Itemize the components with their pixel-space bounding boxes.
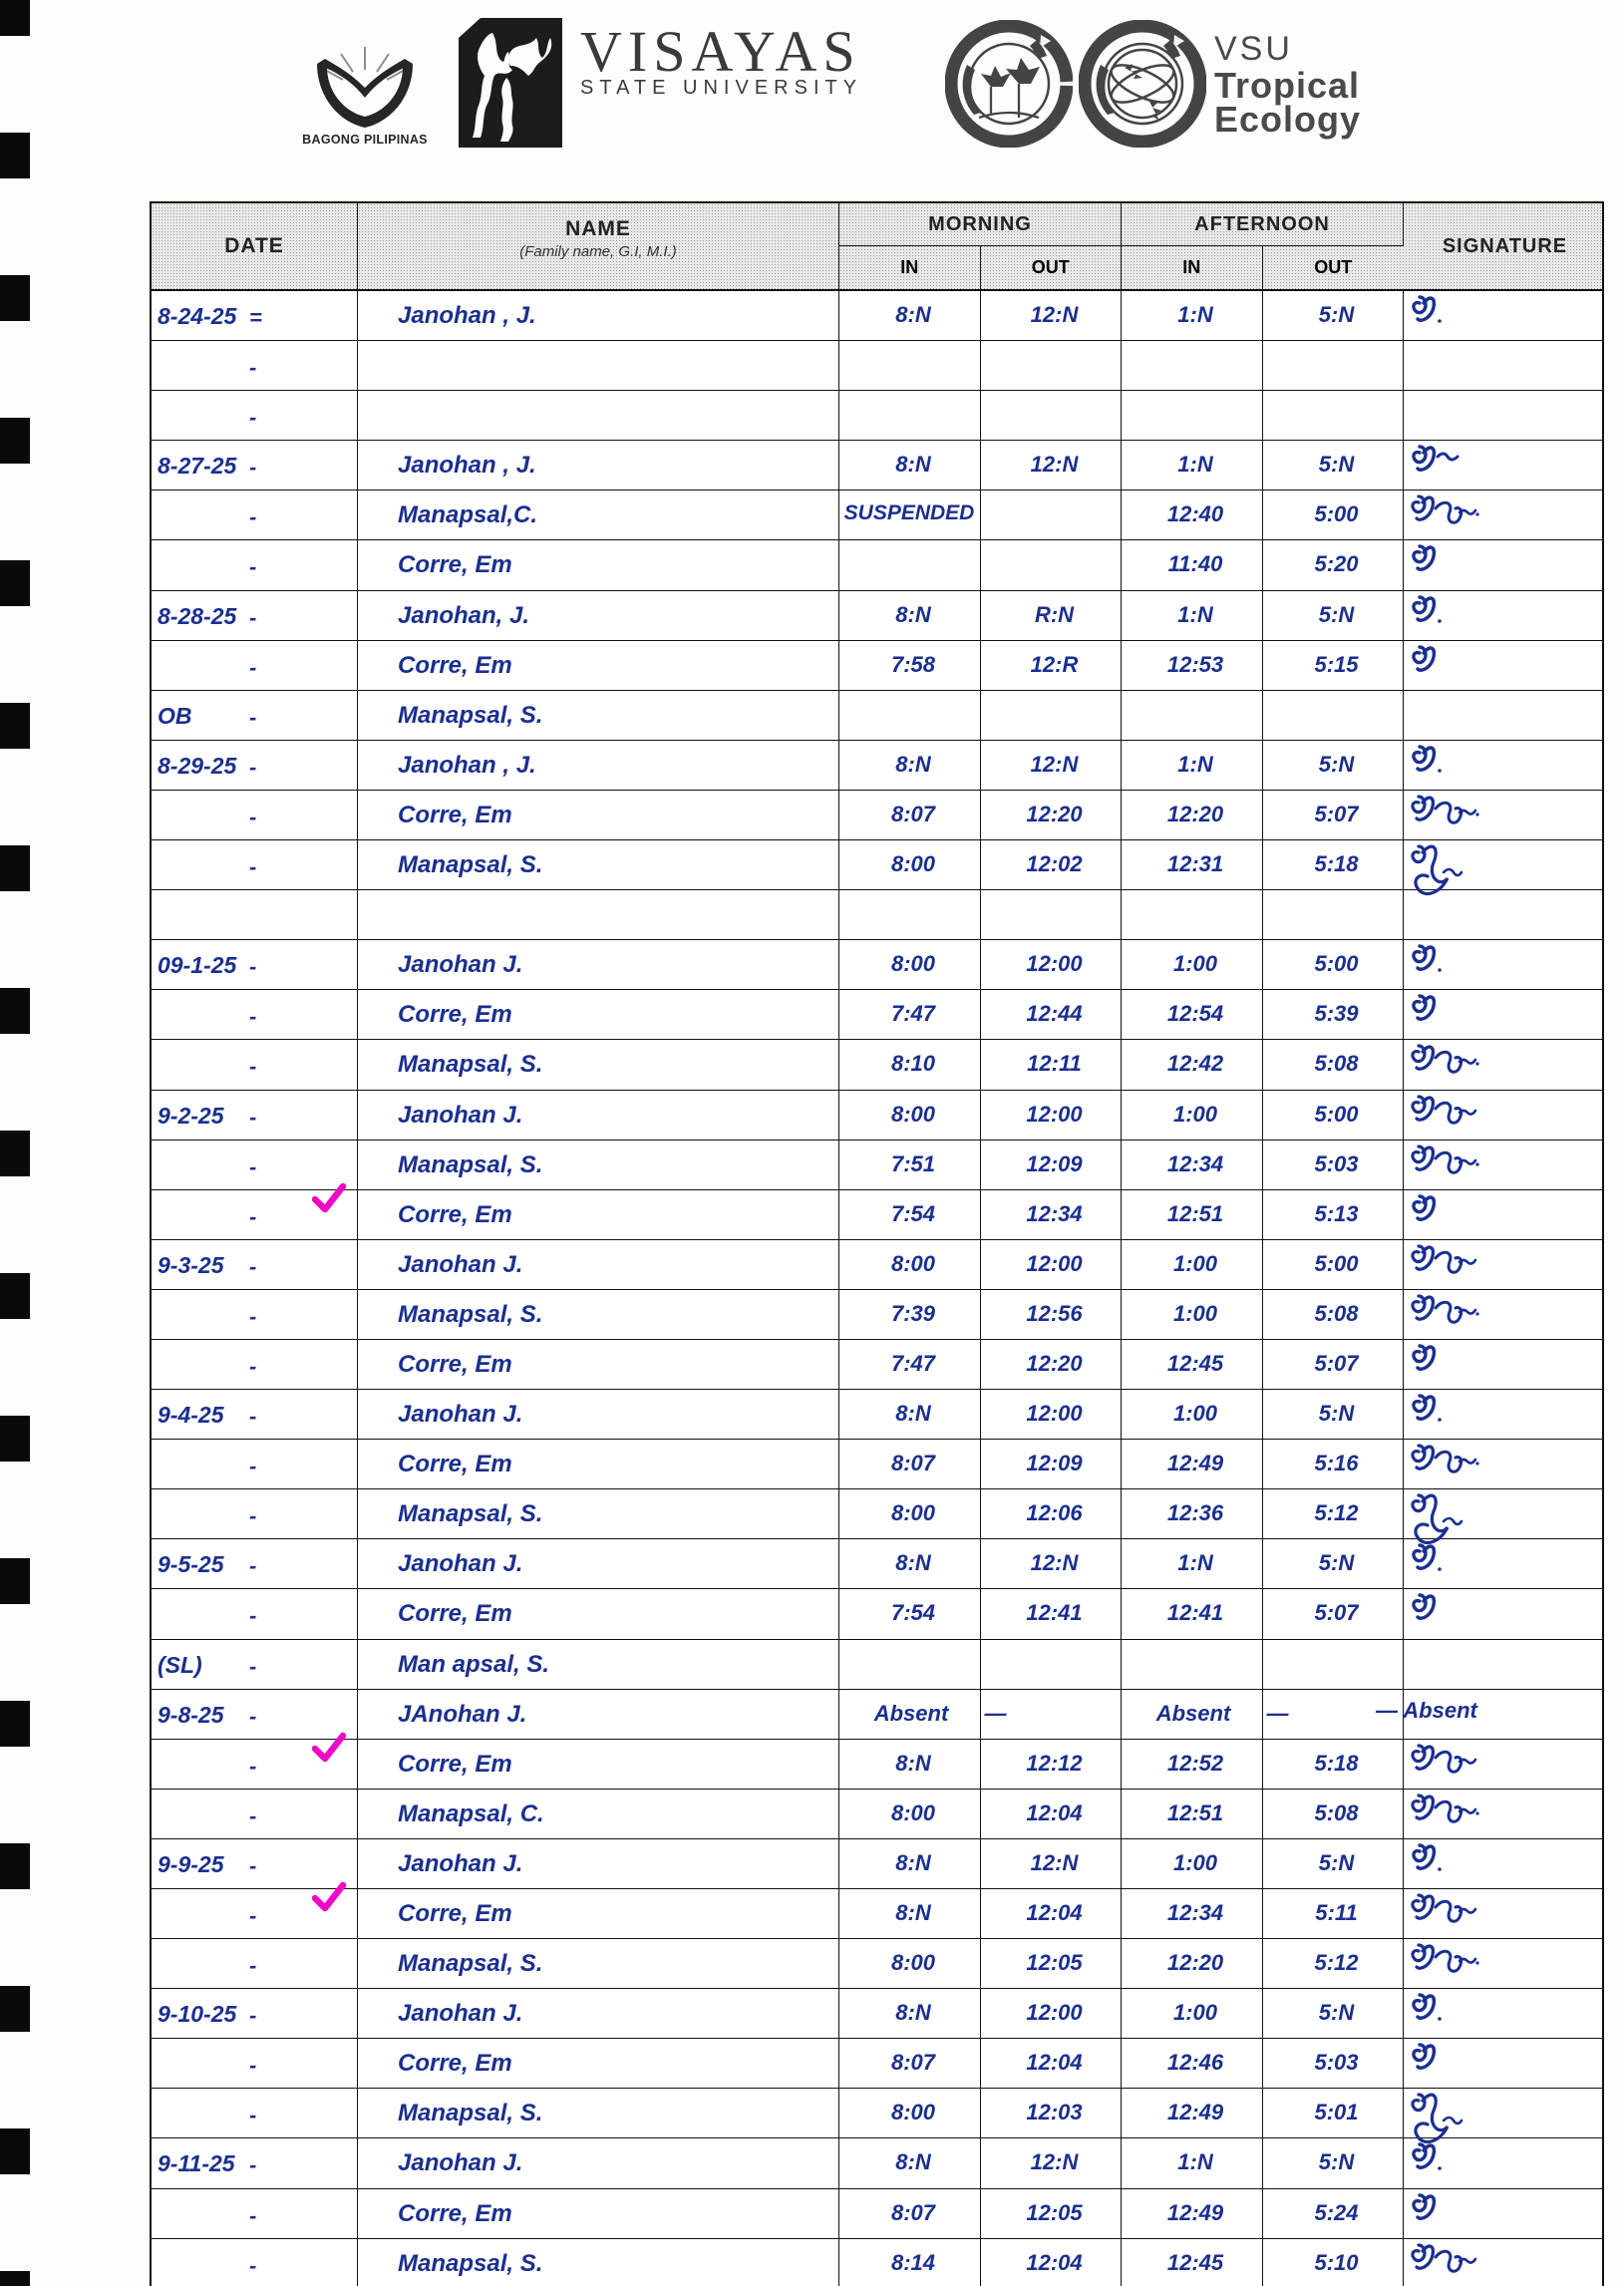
svg-text:BAGONG PILIPINAS: BAGONG PILIPINAS	[302, 133, 428, 147]
